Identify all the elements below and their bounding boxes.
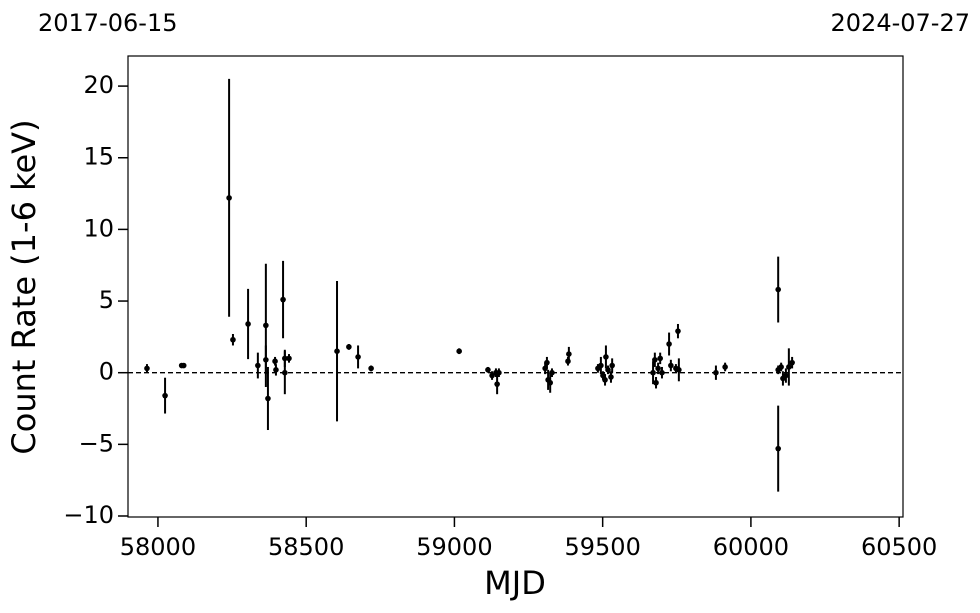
data-point bbox=[282, 369, 288, 376]
data-point bbox=[346, 344, 352, 350]
data-point bbox=[245, 321, 251, 327]
data-point bbox=[655, 365, 661, 372]
data-point bbox=[263, 322, 269, 329]
data-point bbox=[722, 364, 728, 370]
data-point bbox=[263, 356, 269, 363]
data-point bbox=[603, 354, 609, 360]
y-tick-label: 10 bbox=[83, 214, 114, 242]
data-point bbox=[544, 359, 550, 366]
data-point bbox=[230, 336, 236, 343]
x-tick-label: 58000 bbox=[120, 533, 196, 561]
data-point bbox=[608, 374, 614, 380]
data-point bbox=[355, 354, 361, 360]
data-point bbox=[280, 296, 286, 303]
data-point bbox=[265, 395, 271, 402]
data-point bbox=[496, 369, 502, 376]
y-axis-label: Count Rate (1-6 keV) bbox=[5, 119, 43, 454]
data-point bbox=[675, 328, 681, 334]
y-tick-label: 0 bbox=[99, 358, 114, 386]
data-point bbox=[368, 365, 374, 372]
annotation: 2024-07-27 bbox=[831, 9, 970, 37]
data-point bbox=[272, 358, 278, 365]
data-point bbox=[602, 377, 608, 383]
data-point bbox=[334, 348, 340, 355]
annotation: 2017-06-15 bbox=[38, 9, 177, 37]
data-point bbox=[547, 379, 553, 386]
data-point bbox=[489, 372, 495, 379]
x-tick-label: 60500 bbox=[861, 533, 937, 561]
x-tick-label: 58500 bbox=[268, 533, 344, 561]
data-point bbox=[789, 359, 795, 366]
data-point bbox=[653, 379, 659, 386]
y-tick-label: 5 bbox=[99, 286, 114, 314]
data-point bbox=[650, 369, 656, 376]
data-point bbox=[226, 195, 232, 201]
x-axis-label: MJD bbox=[484, 564, 546, 602]
data-point bbox=[485, 367, 491, 373]
data-point bbox=[549, 369, 555, 376]
data-point bbox=[494, 381, 500, 387]
data-point bbox=[668, 362, 674, 369]
y-tick-label: −10 bbox=[63, 501, 114, 529]
data-point bbox=[605, 367, 611, 373]
data-point bbox=[162, 392, 168, 399]
data-point bbox=[676, 367, 682, 373]
data-point bbox=[566, 351, 572, 357]
x-tick-label: 59500 bbox=[564, 533, 640, 561]
data-point bbox=[786, 364, 792, 370]
data-point bbox=[180, 362, 187, 369]
data-point bbox=[778, 364, 784, 370]
data-point bbox=[657, 355, 663, 362]
x-tick-label: 59000 bbox=[416, 533, 492, 561]
data-point bbox=[456, 348, 462, 355]
y-tick-label: 20 bbox=[83, 71, 114, 99]
data-point bbox=[775, 286, 781, 293]
data-point bbox=[783, 372, 789, 379]
plot-frame bbox=[127, 55, 904, 518]
data-point bbox=[598, 362, 604, 369]
data-point bbox=[255, 362, 261, 369]
data-point bbox=[666, 341, 672, 347]
data-point bbox=[144, 365, 150, 372]
x-tick-label: 60000 bbox=[713, 533, 789, 561]
data-point bbox=[286, 355, 292, 362]
data-point bbox=[652, 356, 658, 363]
data-point bbox=[273, 367, 279, 373]
y-tick-label: 15 bbox=[83, 143, 114, 171]
data-point bbox=[659, 369, 665, 376]
y-tick-label: −5 bbox=[79, 429, 114, 457]
data-point bbox=[713, 369, 719, 376]
data-point bbox=[775, 445, 781, 452]
data-point bbox=[609, 362, 615, 369]
